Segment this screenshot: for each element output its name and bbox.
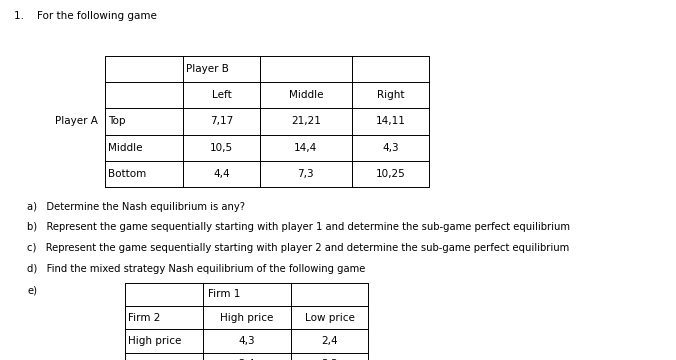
- Text: Left: Left: [212, 90, 231, 100]
- Text: 2,4: 2,4: [321, 336, 338, 346]
- Text: Player B: Player B: [186, 64, 228, 74]
- Text: 21,21: 21,21: [291, 117, 321, 126]
- Text: 4,3: 4,3: [382, 143, 399, 153]
- Text: Low price: Low price: [305, 313, 354, 323]
- Text: Firm 1: Firm 1: [208, 289, 241, 299]
- Text: Firm 2: Firm 2: [128, 313, 161, 323]
- Text: High price: High price: [128, 336, 182, 346]
- Text: c)   Represent the game sequentially starting with player 2 and determine the su: c) Represent the game sequentially start…: [27, 243, 569, 253]
- Text: d)   Find the mixed strategy Nash equilibrium of the following game: d) Find the mixed strategy Nash equilibr…: [27, 264, 366, 274]
- Text: 7,3: 7,3: [297, 169, 314, 179]
- Text: High price: High price: [220, 313, 273, 323]
- Text: 10,5: 10,5: [210, 143, 233, 153]
- Text: 10,25: 10,25: [375, 169, 406, 179]
- Text: e): e): [27, 285, 37, 295]
- Text: 14,4: 14,4: [294, 143, 318, 153]
- Text: a)   Determine the Nash equilibrium is any?: a) Determine the Nash equilibrium is any…: [27, 202, 245, 212]
- Text: 4,3: 4,3: [239, 336, 255, 346]
- Text: 14,11: 14,11: [375, 117, 406, 126]
- Text: Bottom: Bottom: [108, 169, 147, 179]
- Text: Middle: Middle: [108, 143, 143, 153]
- Text: Player A: Player A: [55, 117, 98, 126]
- Text: Middle: Middle: [289, 90, 323, 100]
- Text: b)   Represent the game sequentially starting with player 1 and determine the su: b) Represent the game sequentially start…: [27, 222, 570, 233]
- Text: Right: Right: [377, 90, 404, 100]
- Text: 7,17: 7,17: [210, 117, 233, 126]
- Text: 1.    For the following game: 1. For the following game: [14, 11, 156, 21]
- Text: 4,4: 4,4: [213, 169, 230, 179]
- Text: Top: Top: [108, 117, 126, 126]
